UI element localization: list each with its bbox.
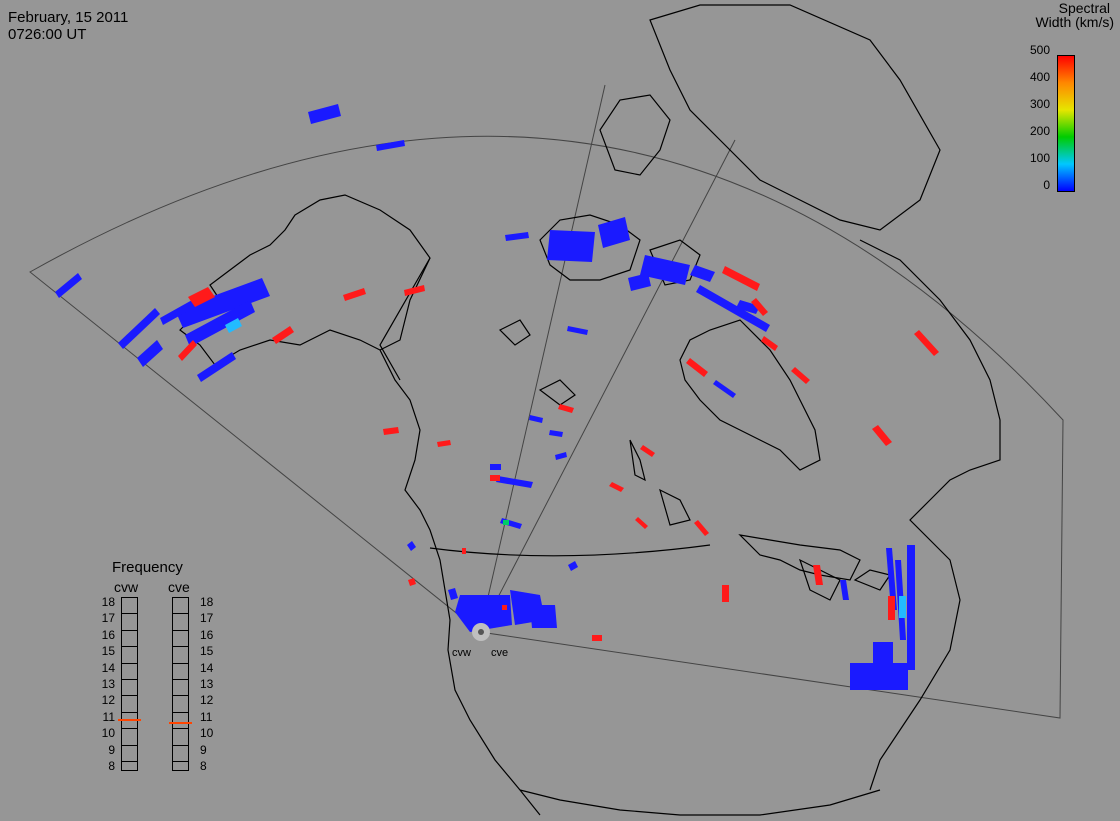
frequency-marker — [169, 722, 192, 725]
scatter-low-width — [55, 104, 915, 690]
colorbar-tick: 100 — [1029, 151, 1050, 165]
frequency-cell — [122, 713, 137, 730]
frequency-scale-label: 16 — [101, 627, 115, 642]
frequency-cell — [122, 746, 137, 762]
station-label: cvw — [452, 647, 471, 659]
frequency-cell — [122, 680, 137, 697]
frequency-cell — [122, 631, 137, 648]
colorbar-tick: 0 — [1043, 178, 1050, 192]
station-label: cve — [491, 647, 509, 659]
frequency-scale-label: 13 — [200, 677, 214, 691]
frequency-cell — [173, 614, 188, 631]
frequency-scale-label: 15 — [200, 644, 214, 659]
frequency-cell — [173, 598, 188, 615]
frequency-cell — [122, 614, 137, 631]
frequency-cell — [173, 729, 188, 746]
frequency-scale-label: 18 — [200, 595, 214, 609]
frequency-radar-label: cvw — [114, 579, 139, 595]
frequency-column — [121, 597, 138, 771]
colorbar-title-line2: Width (km/s) — [1035, 14, 1114, 30]
frequency-cell — [173, 680, 188, 697]
frequency-scale-label: 8 — [200, 759, 207, 773]
frequency-scale-label: 12 — [101, 693, 115, 708]
frequency-cell — [122, 729, 137, 746]
frequency-scale-label: 16 — [200, 627, 214, 642]
frequency-scale-label: 12 — [200, 693, 214, 708]
radar-site-marker — [472, 623, 490, 641]
colorbar-tick: 500 — [1029, 43, 1050, 57]
frequency-cell — [122, 664, 137, 680]
frequency-scale-label: 11 — [200, 709, 213, 724]
coastlines — [179, 4, 1001, 816]
frequency-cell — [173, 696, 188, 713]
frequency-scale-label: 15 — [101, 644, 115, 659]
frequency-cell — [173, 631, 188, 648]
frequency-title: Frequency — [112, 559, 183, 576]
frequency-cell — [173, 713, 188, 730]
frequency-scale-label: 9 — [108, 742, 115, 757]
frequency-cell — [122, 647, 137, 664]
frequency-cell — [122, 696, 137, 713]
frequency-cell — [173, 647, 188, 664]
frequency-scale-label: 10 — [200, 726, 214, 741]
title-time: 0726:00 UT — [8, 26, 87, 43]
scatter-high-width — [178, 266, 939, 641]
title-date: February, 15 2011 — [8, 9, 129, 26]
colorbar-tick: 400 — [1029, 70, 1050, 84]
frequency-scale-label: 8 — [108, 759, 115, 773]
frequency-scale-label: 17 — [200, 611, 214, 626]
frequency-scale-label: 18 — [101, 595, 115, 609]
frequency-scale-label: 14 — [101, 660, 115, 675]
frequency-scale-label: 10 — [101, 726, 115, 741]
frequency-radar-label: cve — [168, 579, 190, 595]
frequency-cell — [173, 746, 188, 762]
fov-outline — [29, 84, 1064, 719]
frequency-scale-label: 17 — [101, 611, 115, 626]
frequency-cell — [122, 598, 137, 615]
frequency-scale-label: 14 — [200, 660, 214, 675]
frequency-column — [172, 597, 189, 771]
frequency-cell — [173, 664, 188, 680]
colorbar-tick: 300 — [1029, 97, 1050, 111]
colorbar-tick: 200 — [1029, 124, 1050, 138]
colorbar-title-line1: Spectral — [1058, 0, 1110, 16]
scatter-mid-width — [225, 318, 906, 618]
frequency-scale-label: 13 — [101, 677, 115, 691]
frequency-scale-label: 11 — [102, 709, 115, 724]
colorbar — [1057, 55, 1075, 192]
frequency-marker — [118, 719, 141, 722]
frequency-scale-label: 9 — [200, 742, 207, 757]
